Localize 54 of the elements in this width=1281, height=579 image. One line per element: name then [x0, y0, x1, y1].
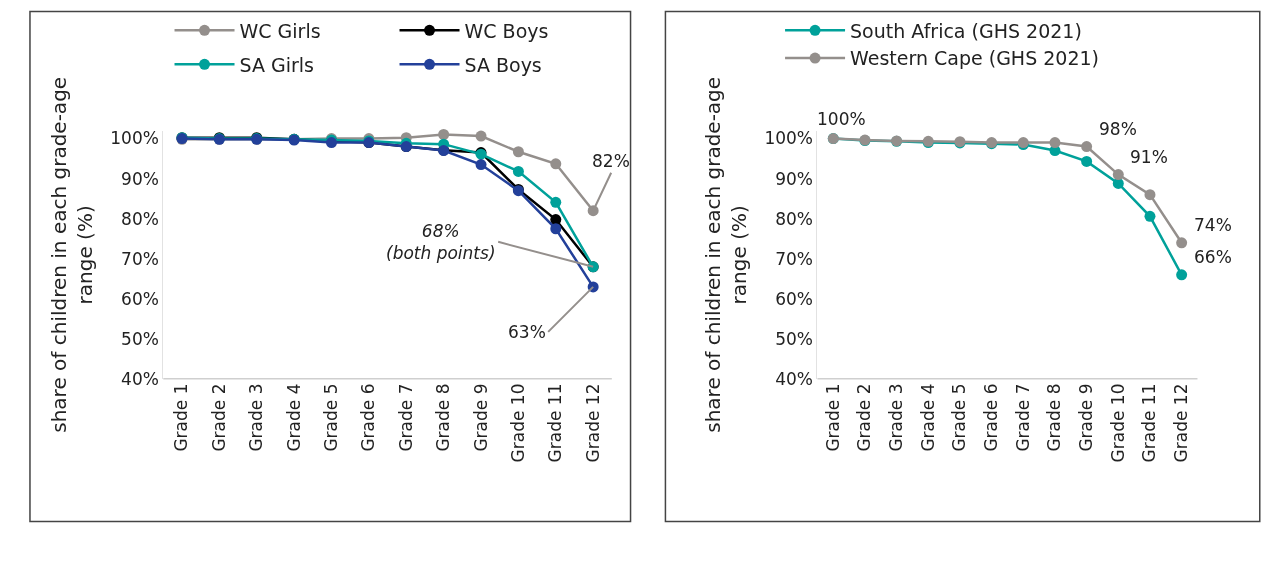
- x-tick-label: Grade 5: [321, 383, 342, 452]
- x-tick-label: Grade 9: [1076, 383, 1097, 452]
- legend-label: Western Cape (GHS 2021): [850, 47, 1100, 70]
- x-tick-label: Grade 4: [917, 383, 938, 452]
- y-tick-label: 90%: [121, 168, 159, 189]
- x-tick-label: Grade 12: [1171, 383, 1192, 463]
- x-tick-label: Grade 10: [1107, 383, 1128, 463]
- x-tick-label: Grade 12: [582, 383, 603, 463]
- y-tick-label: 100%: [764, 128, 814, 149]
- x-tick-label: Grade 4: [283, 383, 304, 452]
- x-tick-label: Grade 3: [886, 383, 907, 452]
- y-tick-label: 60%: [121, 288, 159, 309]
- x-tick-label: Grade 8: [1044, 383, 1065, 452]
- x-tick-label: Grade 11: [1139, 383, 1160, 463]
- y-tick-label: 80%: [121, 208, 159, 229]
- legend-label: SA Girls: [239, 53, 314, 76]
- legend-label: WC Girls: [239, 19, 321, 42]
- x-tick-label: Grade 8: [433, 383, 454, 452]
- x-tick-label: Grade 6: [981, 383, 1002, 452]
- data-label: 66%: [1194, 247, 1232, 267]
- x-tick-label: Grade 2: [854, 383, 875, 452]
- legend-label: SA Boys: [464, 53, 542, 76]
- data-label: 74%: [1194, 215, 1232, 235]
- x-tick-label: Grade 1: [822, 383, 843, 452]
- data-label: 82%: [592, 151, 630, 171]
- legend-label: WC Boys: [464, 19, 549, 42]
- y-tick-label: 90%: [775, 168, 814, 189]
- x-tick-label: Grade 10: [507, 383, 528, 463]
- y-tick-label: 100%: [110, 128, 159, 149]
- x-tick-label: Grade 7: [1012, 383, 1033, 452]
- y-tick-label: 60%: [775, 288, 814, 309]
- data-label: 98%: [1099, 119, 1137, 139]
- x-tick-label: Grade 7: [395, 383, 416, 452]
- y-tick-label: 80%: [775, 208, 814, 229]
- data-label: 63%: [508, 322, 546, 342]
- y-tick-label: 70%: [775, 248, 814, 269]
- x-tick-label: Grade 11: [545, 383, 566, 463]
- x-tick-label: Grade 3: [246, 383, 267, 452]
- x-tick-label: Grade 9: [470, 383, 491, 452]
- data-label: 100%: [817, 109, 866, 129]
- data-label: 91%: [1130, 147, 1168, 167]
- x-tick-label: Grade 1: [171, 383, 192, 452]
- x-tick-label: Grade 2: [208, 383, 229, 452]
- y-tick-label: 50%: [775, 328, 814, 349]
- legend-label: South Africa (GHS 2021): [850, 19, 1082, 42]
- y-axis-title: share of children in each grade-age range (%): [700, 76, 751, 433]
- x-tick-label: Grade 5: [949, 383, 970, 452]
- annotation: 68% (both points): [386, 221, 496, 264]
- y-tick-label: 40%: [121, 369, 159, 390]
- x-tick-label: Grade 6: [358, 383, 379, 452]
- y-tick-label: 40%: [775, 369, 814, 390]
- y-axis-title: share of children in each grade-age range (%): [46, 76, 97, 433]
- y-tick-label: 70%: [121, 248, 159, 269]
- y-tick-label: 50%: [121, 328, 159, 349]
